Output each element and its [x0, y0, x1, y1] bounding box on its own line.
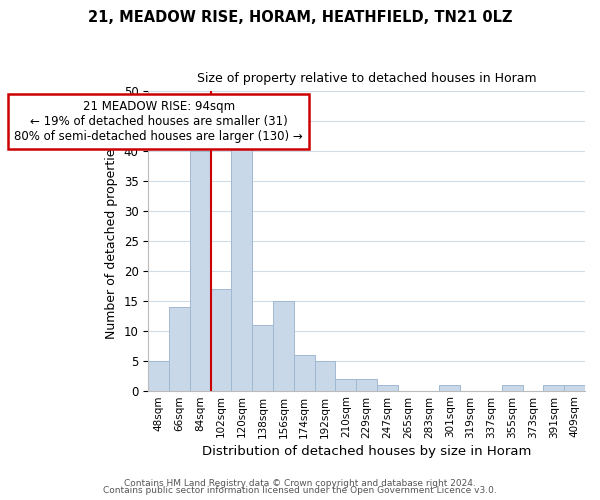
- Bar: [232, 145, 252, 390]
- Bar: [190, 151, 211, 390]
- Bar: [502, 384, 523, 390]
- Text: 21, MEADOW RISE, HORAM, HEATHFIELD, TN21 0LZ: 21, MEADOW RISE, HORAM, HEATHFIELD, TN21…: [88, 10, 512, 25]
- Bar: [335, 378, 356, 390]
- Bar: [211, 288, 232, 390]
- Bar: [377, 384, 398, 390]
- Text: Contains public sector information licensed under the Open Government Licence v3: Contains public sector information licen…: [103, 486, 497, 495]
- Bar: [169, 306, 190, 390]
- Bar: [544, 384, 564, 390]
- Bar: [564, 384, 585, 390]
- Bar: [252, 324, 273, 390]
- Bar: [294, 354, 314, 390]
- Title: Size of property relative to detached houses in Horam: Size of property relative to detached ho…: [197, 72, 536, 86]
- Bar: [314, 360, 335, 390]
- Bar: [148, 360, 169, 390]
- X-axis label: Distribution of detached houses by size in Horam: Distribution of detached houses by size …: [202, 444, 532, 458]
- Bar: [439, 384, 460, 390]
- Text: 21 MEADOW RISE: 94sqm
← 19% of detached houses are smaller (31)
80% of semi-deta: 21 MEADOW RISE: 94sqm ← 19% of detached …: [14, 100, 303, 143]
- Text: Contains HM Land Registry data © Crown copyright and database right 2024.: Contains HM Land Registry data © Crown c…: [124, 478, 476, 488]
- Y-axis label: Number of detached properties: Number of detached properties: [105, 142, 118, 339]
- Bar: [356, 378, 377, 390]
- Bar: [273, 300, 294, 390]
